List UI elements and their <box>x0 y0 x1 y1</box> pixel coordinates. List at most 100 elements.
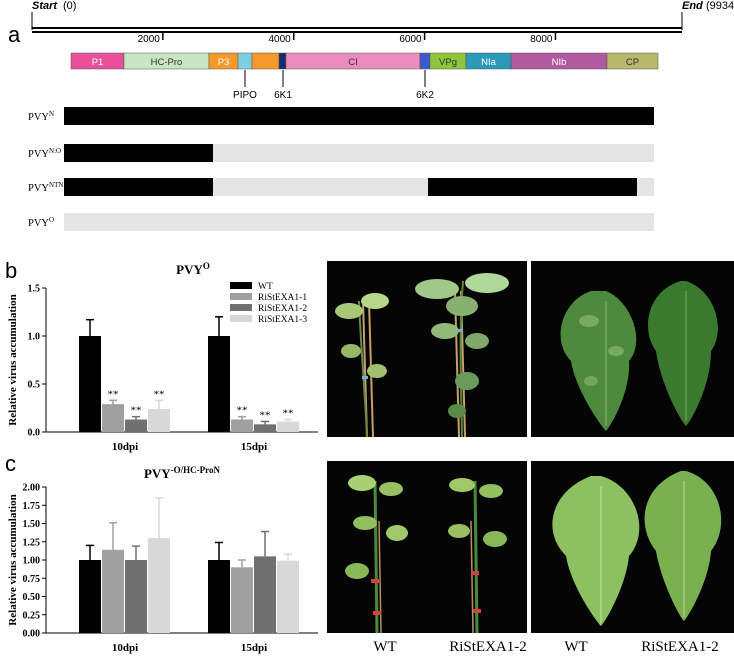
genome-segment-label: NIb <box>552 57 567 68</box>
marker-label-6k2: 6K2 <box>416 90 434 101</box>
legend-label: RiStEXA1-2 <box>258 304 307 314</box>
genome-segment-label: VPg <box>439 57 457 68</box>
x-category-label: 10dpi <box>112 441 138 453</box>
bar-wt-10dpi <box>79 336 101 432</box>
bar-ristexa1-2-10dpi <box>125 560 147 633</box>
start-value: (0) <box>63 0 76 12</box>
bar-wt-10dpi <box>79 560 101 633</box>
strain-segment-n <box>428 178 637 196</box>
strain-segment-n <box>64 144 213 162</box>
legend-swatch <box>230 315 252 322</box>
bar-wt-15dpi <box>208 560 230 633</box>
y-tick-label: 0.75 <box>23 574 41 585</box>
significance-mark: ** <box>108 388 119 400</box>
genome-segment-nia: NIa <box>465 52 512 70</box>
genome-segment-label: P3 <box>218 57 230 68</box>
y-tick-label: 0.50 <box>23 592 41 603</box>
y-axis-label: Relative virus accumulation <box>7 494 19 625</box>
genome-map: Start (0) End (9934) 2000 4000 6000 8000 P1… <box>28 0 734 231</box>
legend-label: RiStEXA1-3 <box>258 315 307 325</box>
end-value: (9934) <box>706 0 734 12</box>
y-tick-label: 0.0 <box>28 428 41 439</box>
photo-label-ristexa1-2-2: RiStEXA1-2 <box>641 639 719 655</box>
y-tick-label: 2.00 <box>23 483 41 494</box>
strain-segment-o <box>213 144 654 162</box>
genome-segment-cp: CP <box>606 52 659 70</box>
y-tick-label: 1.75 <box>23 501 41 512</box>
x-category-label: 15dpi <box>241 642 267 654</box>
photo-leaves-b-right <box>531 261 734 437</box>
x-category-label: 15dpi <box>241 441 267 453</box>
legend-swatch <box>230 282 252 289</box>
panel-b-letter: b <box>5 258 18 283</box>
strain-label: PVYN:O <box>28 147 61 160</box>
x-category-label: 10dpi <box>112 642 138 654</box>
significance-mark: ** <box>237 405 248 417</box>
y-tick-label: 1.0 <box>28 332 41 343</box>
legend-label: RiStEXA1-1 <box>258 293 307 303</box>
genome-segment-label: NIa <box>481 57 497 68</box>
genome-segment <box>419 52 431 70</box>
genome-segment <box>278 52 287 70</box>
y-tick-label: 0.25 <box>23 610 41 621</box>
bar-ristexa1-2-15dpi <box>254 556 276 633</box>
photo-leaves-c-right <box>531 461 734 633</box>
end-label: End <box>682 0 703 12</box>
significance-mark: ** <box>154 388 165 400</box>
panel-a-letter: a <box>8 22 21 47</box>
bar-ristexa1-2-15dpi <box>254 424 276 432</box>
chart-pvy-o-hc-pron: PVY-O/HC-ProN 0.00 0.25 0.50 0.75 1.00 1.25 1.5… <box>7 465 318 654</box>
legend-label: WT <box>258 282 273 292</box>
chart-pvy-o: PVYO 0.0 0.5 1.0 1.5 Relative virus accumulat… <box>7 261 318 453</box>
bar-ristexa1-3-15dpi <box>277 421 299 432</box>
bar-ristexa1-3-15dpi <box>277 560 299 633</box>
genome-segment-p1: P1 <box>70 52 125 70</box>
bar-ristexa1-3-10dpi <box>148 408 170 432</box>
genome-segment-vpg: VPg <box>429 52 467 70</box>
genome-segment-p3: P3 <box>208 52 239 70</box>
strain-label: PVYN <box>28 110 54 123</box>
y-tick-label: 1.5 <box>28 284 41 295</box>
chart-title: PVY-O/HC-ProN <box>144 465 221 481</box>
strain-label: PVYO <box>28 216 54 229</box>
marker-label-6k1: 6K1 <box>274 90 292 101</box>
y-tick-label: 1.25 <box>23 537 41 548</box>
genome-segment-label: P1 <box>92 57 104 68</box>
y-axis-label: Relative virus accumulation <box>7 294 19 425</box>
bar-ristexa1-2-10dpi <box>125 419 147 432</box>
y-tick-label: 1.50 <box>23 519 41 530</box>
y-tick-label: 0.00 <box>23 629 41 640</box>
ruler-tick-label: 2000 <box>138 34 161 45</box>
genome-segment-nib: NIb <box>510 52 608 70</box>
photo-label-wt-1: WT <box>373 639 397 655</box>
bar-wt-15dpi <box>208 336 230 432</box>
bar-ristexa1-1-10dpi <box>102 549 124 633</box>
photo-plants-c-left <box>327 461 527 633</box>
strain-segment-o <box>213 178 428 196</box>
bar-ristexa1-1-15dpi <box>231 419 253 432</box>
genome-segment-label: CI <box>348 57 358 68</box>
strain-segment-o <box>637 178 654 196</box>
strain-segment-n <box>64 178 213 196</box>
ruler-tick-label: 6000 <box>399 34 422 45</box>
genome-segment-hc-pro: HC-Pro <box>123 52 210 70</box>
genome-segment-label: CP <box>626 57 639 68</box>
genome-segment <box>251 52 280 70</box>
genome-segment <box>237 52 253 70</box>
chart-title: PVYO <box>176 261 210 277</box>
ruler-tick-label: 4000 <box>268 34 291 45</box>
significance-mark: ** <box>131 405 142 417</box>
genome-segment-label: HC-Pro <box>151 57 183 68</box>
legend-swatch <box>230 293 252 300</box>
genome-segment-ci: CI <box>285 52 421 70</box>
bar-ristexa1-1-15dpi <box>231 567 253 633</box>
photo-plants-b-left <box>327 261 527 437</box>
y-tick-label: 0.5 <box>28 380 41 391</box>
significance-mark: ** <box>260 409 271 421</box>
photo-label-ristexa1-2-1: RiStEXA1-2 <box>449 639 527 655</box>
strain-segment-o <box>64 213 654 231</box>
panel-c-letter: c <box>5 451 16 476</box>
ruler-tick-label: 8000 <box>530 34 553 45</box>
start-label: Start <box>32 0 58 12</box>
bar-ristexa1-3-10dpi <box>148 538 170 633</box>
